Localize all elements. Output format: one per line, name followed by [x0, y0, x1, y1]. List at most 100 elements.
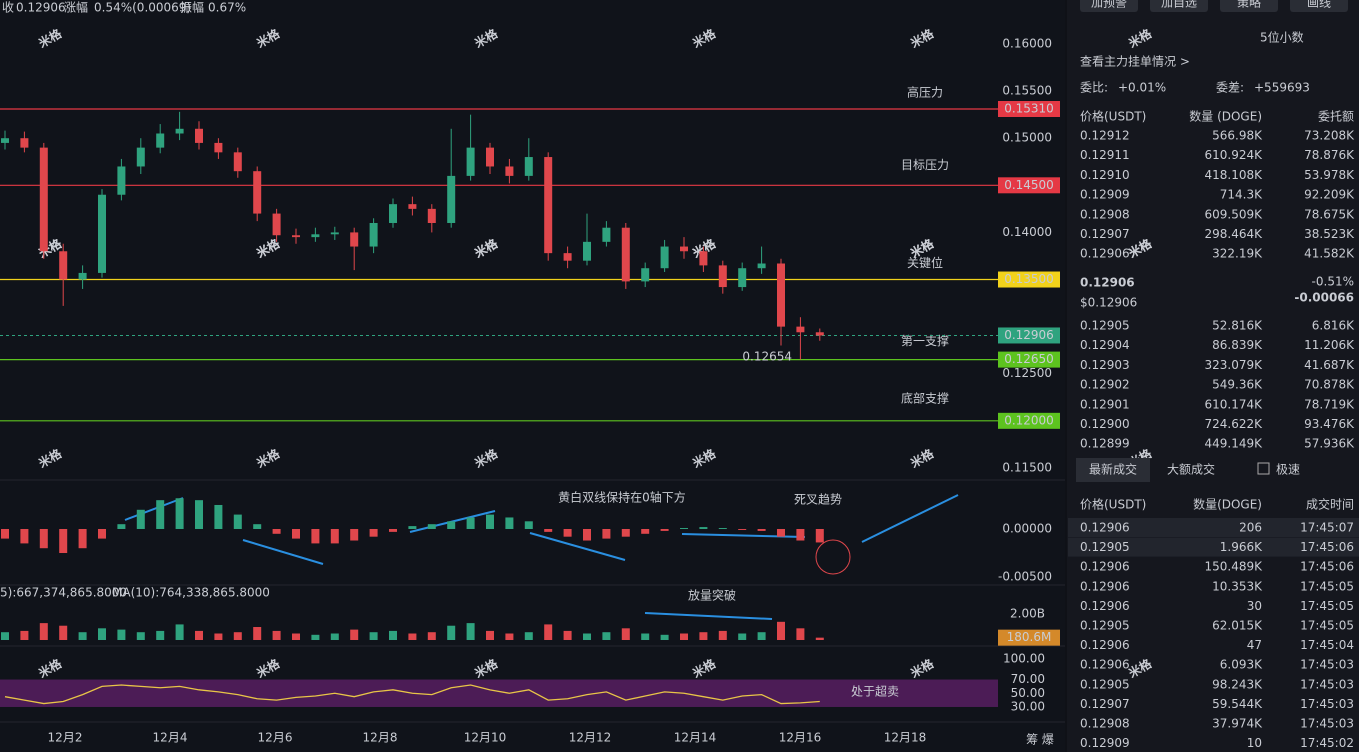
trade-highlight [1068, 518, 1359, 537]
button[interactable] [1290, 0, 1348, 12]
tab[interactable]: 最新成交 [1089, 462, 1137, 477]
y-tick-label: 0.16000 [1002, 36, 1052, 50]
candle-body [660, 246, 669, 269]
candle-body [311, 234, 320, 238]
bid-cell: 93.476K [1304, 417, 1355, 431]
macd-bar [796, 528, 805, 541]
tab-active[interactable] [1076, 458, 1150, 482]
y-tick-label: 50.00 [1011, 686, 1045, 700]
y-tick-label: 30.00 [1011, 699, 1045, 713]
macd-bar [680, 528, 688, 529]
macd-bar [389, 528, 397, 532]
macd-bar [350, 528, 359, 541]
bid-cell: 0.12899 [1080, 437, 1130, 451]
volume-bar [815, 637, 824, 640]
ratio: +0.01% [1118, 81, 1166, 95]
trade-cell: 0.12905 [1080, 677, 1130, 691]
trade-cell: 6.093K [1220, 658, 1263, 672]
button[interactable] [1150, 0, 1208, 12]
ask-cell: 92.209K [1304, 188, 1355, 202]
macd-bar [699, 527, 708, 529]
y-tick-label: 0.15500 [1002, 84, 1052, 98]
volume-label: 180.6M [1007, 630, 1052, 644]
header-value: 0.12906 [16, 1, 66, 15]
decimals[interactable]: 5位小数 [1260, 30, 1304, 45]
volume-bar [447, 625, 456, 640]
trade-cell: 17:45:05 [1300, 599, 1354, 613]
macd-bar [272, 528, 281, 534]
trade-cell: 37.974K [1212, 717, 1263, 731]
trade-header: 成交时间 [1306, 497, 1354, 512]
volume-bar [98, 628, 106, 640]
button[interactable] [1080, 0, 1138, 12]
depth-link[interactable]: 查看主力挂单情况 > [1080, 55, 1190, 69]
volume-bar [621, 628, 630, 640]
book-header: 价格(USDT) [1080, 109, 1146, 124]
trade-cell: 62.015K [1212, 619, 1263, 633]
macd-bar [738, 528, 747, 530]
volume-bar [505, 633, 514, 640]
level-name: 底部支撑 [901, 390, 949, 405]
ask-cell: 53.978K [1304, 168, 1355, 182]
macd-bar [98, 528, 106, 539]
diff: +559693 [1254, 81, 1310, 95]
ma-label: MA(10):764,338,865.8000 [112, 586, 270, 600]
tab[interactable]: 大额成交 [1167, 462, 1215, 477]
y-tick-label: 0.00000 [1002, 521, 1052, 535]
header-label: 收 [2, 1, 14, 15]
macd-bar [195, 500, 203, 529]
trade-cell: 0.12906 [1080, 521, 1130, 535]
macd-bar [621, 528, 630, 537]
ask-cell: 298.464K [1205, 227, 1264, 241]
rsi-line [4, 684, 820, 705]
macd-bar [330, 528, 339, 544]
checkbox[interactable] [1257, 462, 1270, 475]
level-label: 0.15310 [1004, 102, 1054, 116]
y-tick-label: 0.14000 [1002, 225, 1052, 239]
candle-body [292, 235, 300, 238]
button-label[interactable]: 策略 [1237, 0, 1261, 10]
candle-body [447, 175, 456, 223]
volume-bar [369, 632, 378, 640]
last-price: 0.12906 [1080, 276, 1135, 290]
last-change: -0.00066 [1294, 291, 1354, 305]
tab[interactable]: 极速 [1276, 463, 1300, 477]
candle-body [602, 227, 611, 242]
volume-bar [718, 630, 727, 640]
volume-bar [699, 632, 708, 640]
button[interactable] [1220, 0, 1278, 12]
button-label[interactable]: 画线 [1307, 0, 1331, 10]
candle-body [815, 332, 824, 336]
candle-body [757, 263, 766, 269]
ask-cell: 714.3K [1220, 188, 1263, 202]
date-label: 12月14 [674, 731, 717, 745]
volume-box [998, 629, 1060, 646]
header-label: 振幅 [180, 0, 204, 15]
macd-bar [757, 528, 766, 531]
button-label[interactable]: 加自选 [1161, 0, 1197, 10]
ask-cell: 418.108K [1205, 168, 1264, 182]
macd-bar [718, 528, 727, 529]
trade-cell: 17:45:02 [1300, 736, 1354, 750]
ask-cell: 0.12908 [1080, 207, 1130, 221]
trade-cell: 17:45:04 [1300, 638, 1354, 652]
volume-bar [59, 625, 68, 640]
macd-bar [466, 517, 475, 529]
trade-cell: 0.12905 [1080, 619, 1130, 633]
candle-body [350, 232, 359, 247]
macd-bar [20, 528, 29, 544]
bid-cell: 78.719K [1304, 397, 1355, 411]
volume-bar [466, 623, 475, 640]
current-box [998, 327, 1060, 344]
volume-bar [427, 632, 436, 640]
date-label: 12月18 [884, 731, 927, 745]
book-header: 数量 (DOGE) [1189, 109, 1262, 124]
macd-bar [660, 528, 669, 531]
button-label[interactable]: 加预警 [1091, 0, 1127, 10]
level-label: 0.13500 [1004, 272, 1054, 286]
level-box [998, 177, 1060, 194]
candle-body [408, 204, 417, 209]
bid-cell: 0.12904 [1080, 338, 1130, 352]
y-tick-label: -0.00500 [998, 570, 1052, 584]
trade-cell: 17:45:03 [1300, 717, 1354, 731]
